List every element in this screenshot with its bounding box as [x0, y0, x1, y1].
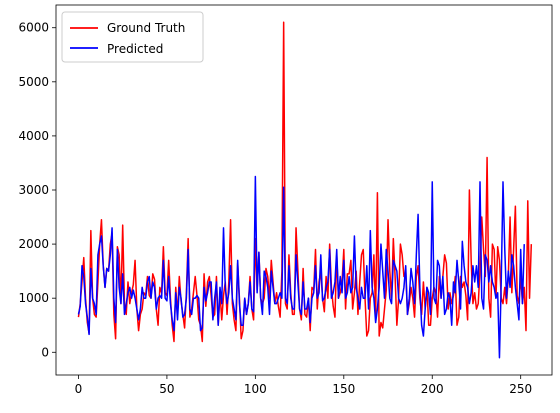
- y-tick-label: 2000: [18, 237, 49, 251]
- legend-label-ground-truth: Ground Truth: [107, 21, 185, 35]
- plot-layer: [77, 21, 533, 359]
- y-tick-label: 4000: [18, 129, 49, 143]
- y-tick-label: 6000: [18, 21, 49, 35]
- y-tick-label: 3000: [18, 183, 49, 197]
- legend-label-predicted: Predicted: [107, 42, 163, 56]
- x-tick-label: 0: [75, 382, 83, 396]
- y-tick-label: 0: [41, 345, 49, 359]
- x-tick-label: 200: [421, 382, 444, 396]
- legend-box: [61, 11, 204, 63]
- x-tick-label: 250: [509, 382, 532, 396]
- x-tick-label: 50: [159, 382, 174, 396]
- series-line-predicted: [77, 175, 525, 359]
- x-tick-label: 100: [244, 382, 267, 396]
- y-tick-label: 5000: [18, 75, 49, 89]
- y-tick-label: 1000: [18, 291, 49, 305]
- axes-layer: 0 50 100 150 200 250 0 1000 2000 3000 4000 5000 6000: [18, 21, 532, 396]
- legend: Ground Truth Predicted: [61, 11, 204, 63]
- x-tick-label: 150: [332, 382, 355, 396]
